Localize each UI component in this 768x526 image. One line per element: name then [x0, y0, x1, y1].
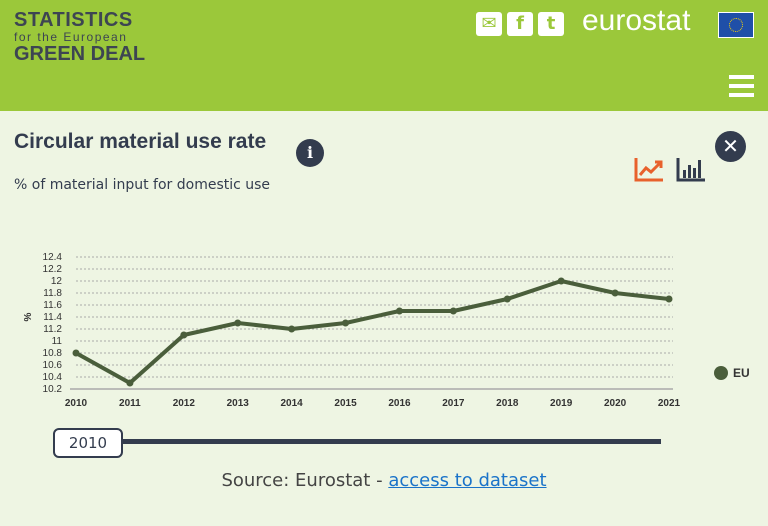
legend-marker — [714, 366, 728, 380]
data-point — [449, 307, 457, 315]
eurostat-logo[interactable]: eurostat — [582, 4, 691, 37]
year-slider-track[interactable] — [110, 439, 661, 444]
data-point — [72, 349, 80, 357]
data-point — [557, 277, 565, 285]
y-tick-label: 11 — [52, 336, 63, 347]
bar-chart-view-icon[interactable] — [676, 156, 706, 182]
x-tick-label: 2011 — [119, 398, 141, 409]
y-tick-label: 11.2 — [43, 324, 62, 335]
logo-line-3: GREEN DEAL — [14, 43, 146, 65]
legend-label: EU — [733, 366, 750, 380]
y-tick-label: 12.2 — [43, 264, 63, 275]
x-tick-label: 2020 — [604, 398, 627, 409]
x-tick-label: 2017 — [442, 398, 465, 409]
x-tick-label: 2016 — [388, 398, 411, 409]
x-tick-label: 2013 — [227, 398, 250, 409]
logo-line-1: STATISTICS — [14, 9, 133, 31]
series-line — [75, 279, 670, 385]
data-point — [180, 331, 188, 339]
source-footer: Source: Eurostat - access to dataset — [0, 470, 768, 491]
y-tick-label: 10.4 — [43, 372, 63, 383]
hamburger-menu-icon[interactable] — [729, 75, 754, 102]
eu-flag-icon — [718, 12, 754, 38]
close-icon[interactable]: ✕ — [715, 131, 746, 162]
x-tick-label: 2015 — [334, 398, 357, 409]
social-links: ✉ f t — [476, 12, 564, 36]
x-tick-label: 2021 — [658, 398, 681, 409]
data-point — [611, 289, 619, 297]
data-point — [234, 319, 242, 327]
access-dataset-link[interactable]: access to dataset — [388, 470, 547, 491]
info-icon[interactable]: i — [296, 139, 324, 167]
y-tick-label: 10.8 — [43, 348, 63, 359]
y-axis-label: % — [23, 312, 34, 321]
x-tick-label: 2019 — [550, 398, 573, 409]
y-tick-label: 11.6 — [43, 300, 62, 311]
facebook-icon[interactable]: f — [507, 12, 533, 36]
chart-subtitle: % of material input for domestic use — [14, 177, 271, 193]
x-tick-label: 2010 — [65, 398, 88, 409]
x-tick-label: 2014 — [281, 398, 304, 409]
twitter-icon[interactable]: t — [538, 12, 564, 36]
logo-line-2: for the European — [14, 30, 128, 44]
data-point — [126, 379, 134, 387]
page-title: Circular material use rate — [14, 130, 267, 153]
line-chart-view-icon[interactable] — [634, 156, 664, 182]
logo[interactable]: STATISTICS for the European GREEN DEAL — [14, 10, 145, 64]
envelope-icon[interactable]: ✉ — [476, 12, 502, 36]
data-point — [342, 319, 350, 327]
data-point — [288, 325, 296, 333]
year-slider-handle[interactable]: 2010 — [53, 428, 123, 458]
data-point — [665, 295, 673, 303]
y-tick-label: 11.8 — [43, 288, 62, 299]
y-tick-label: 10.2 — [43, 384, 63, 395]
y-tick-label: 12.4 — [43, 252, 63, 263]
data-point — [395, 307, 403, 315]
source-label: Source: Eurostat - — [221, 470, 389, 491]
line-chart: 10.210.410.610.81111.211.411.611.81212.2… — [23, 252, 750, 409]
x-tick-label: 2018 — [496, 398, 519, 409]
y-tick-label: 12 — [51, 276, 63, 287]
y-tick-label: 11.4 — [43, 312, 62, 323]
header: STATISTICS for the European GREEN DEAL ✉… — [0, 0, 768, 111]
y-tick-label: 10.6 — [43, 360, 63, 371]
data-point — [503, 295, 511, 303]
x-tick-label: 2012 — [173, 398, 196, 409]
